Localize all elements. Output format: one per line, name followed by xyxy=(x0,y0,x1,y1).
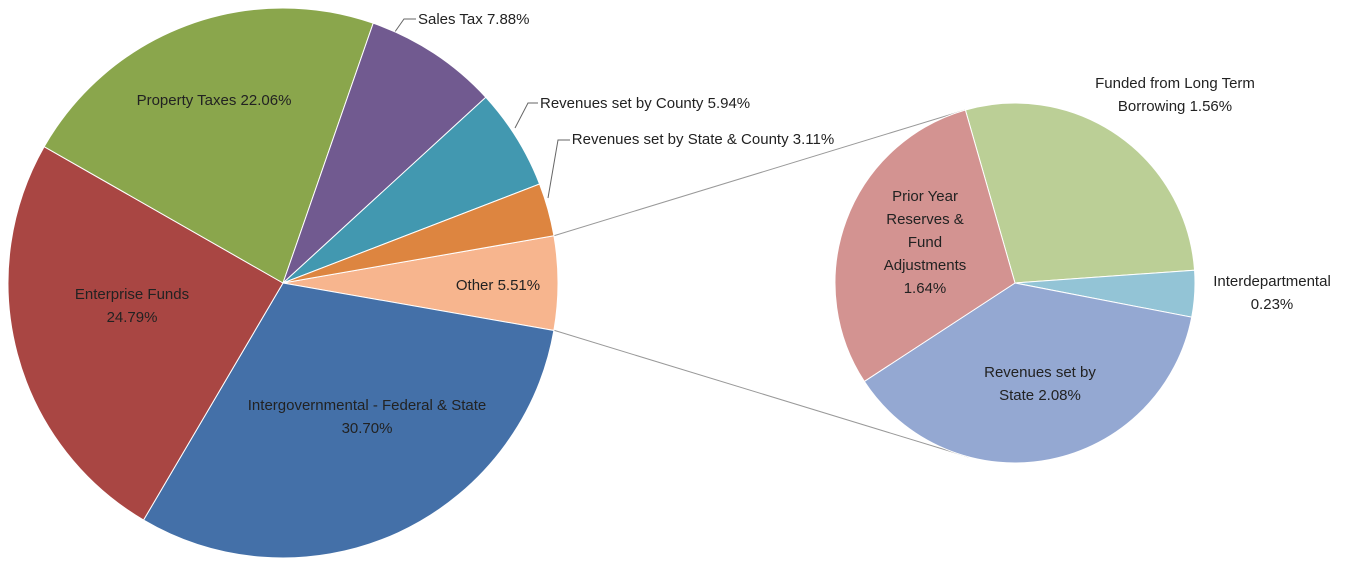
slice-name: Other xyxy=(455,277,494,294)
slice-value: 22.06% xyxy=(240,92,292,109)
leader-line xyxy=(514,102,538,129)
slice-label: Enterprise Funds 24.79% xyxy=(57,283,207,329)
slice-label: Interdepartmental 0.23% xyxy=(1197,270,1347,316)
slice-value: 0.23% xyxy=(1250,296,1294,313)
pie-slice xyxy=(43,7,374,284)
slice-label: Revenues set by County 5.94% xyxy=(540,92,840,115)
pie-slice xyxy=(282,22,487,284)
slice-name: Revenues set by County xyxy=(540,95,704,112)
pie-slice xyxy=(282,183,555,284)
slice-value: 2.08% xyxy=(1038,387,1081,404)
pie-slice xyxy=(834,109,1016,383)
connector xyxy=(553,329,969,458)
leader-line xyxy=(547,139,570,199)
slice-value: 5.94% xyxy=(707,95,751,112)
slice-name: Prior Year Reserves & Fund Adjustments xyxy=(883,188,967,274)
slice-name: Funded from Long Term Borrowing xyxy=(1095,75,1255,115)
slice-label: Sales Tax 7.88% xyxy=(418,8,578,31)
slice-name: Intergovernmental - Federal & State xyxy=(247,397,487,414)
slice-value: 5.51% xyxy=(497,277,541,294)
slice-name: Revenues set by State & County xyxy=(571,131,789,148)
slice-label: Revenues set by State & County 3.11% xyxy=(566,128,841,151)
slice-label: Prior Year Reserves & Fund Adjustments 1… xyxy=(875,185,975,300)
leader-line xyxy=(391,18,416,37)
connector xyxy=(553,109,966,237)
slice-label: Property Taxes 22.06% xyxy=(99,89,329,112)
slice-name: Property Taxes xyxy=(136,92,237,109)
slice-label: Intergovernmental - Federal & State 30.7… xyxy=(237,394,497,440)
slice-value: 30.70% xyxy=(341,420,393,437)
slice-value: 1.64% xyxy=(903,280,947,297)
slice-value: 3.11% xyxy=(792,131,835,148)
slice-name: Sales Tax xyxy=(418,11,483,28)
slice-name: Interdepartmental xyxy=(1213,273,1331,290)
slice-name: Enterprise Funds xyxy=(74,286,190,303)
pie-slice xyxy=(964,102,1196,284)
slice-value: 1.56% xyxy=(1189,98,1233,115)
slice-value: 7.88% xyxy=(486,11,530,28)
slice-label: Other 5.51% xyxy=(433,274,563,297)
slice-label: Funded from Long Term Borrowing 1.56% xyxy=(1075,72,1275,118)
pie-slice xyxy=(7,145,284,521)
slice-name: Revenues set by State xyxy=(984,364,1096,404)
slice-value: 24.79% xyxy=(106,309,158,326)
pie-slice xyxy=(142,282,555,559)
slice-label: Revenues set by State 2.08% xyxy=(970,361,1110,407)
